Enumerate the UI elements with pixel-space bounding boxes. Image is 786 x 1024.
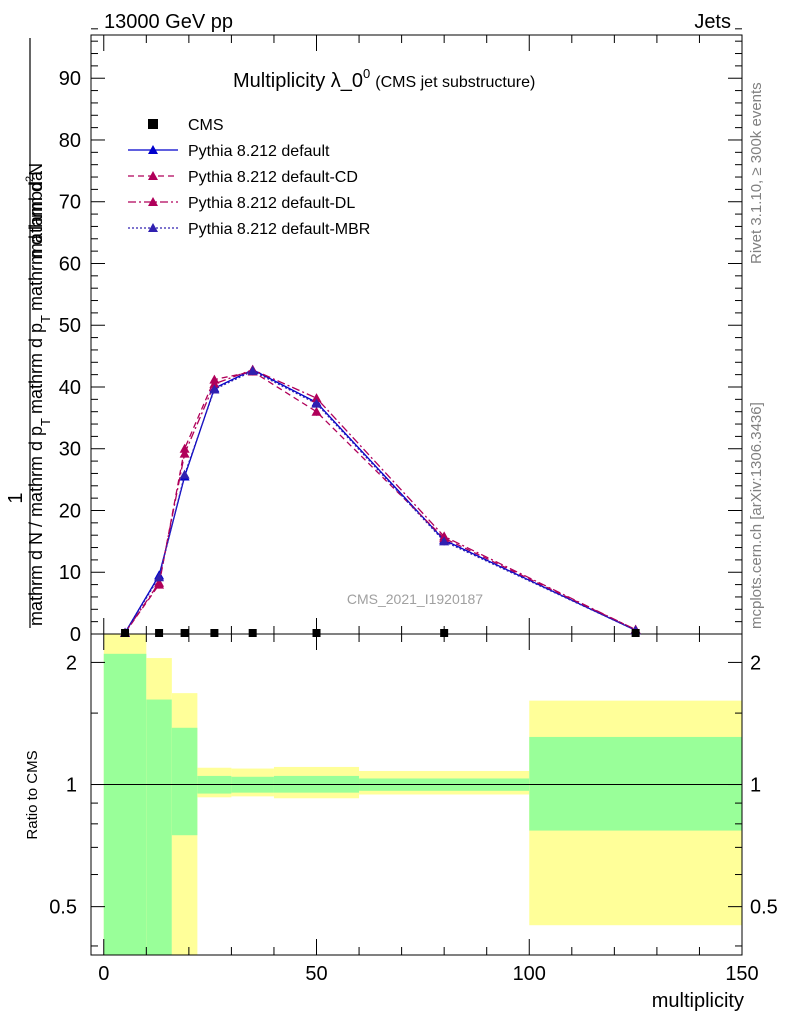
data-point [631, 629, 640, 637]
data-point [210, 629, 219, 637]
series-marker-3 [311, 398, 322, 408]
ratio-ytick-label-right: 1 [750, 775, 761, 797]
ylabel-top-main: mathrm d [26, 182, 46, 258]
series-marker-3 [209, 384, 220, 394]
ratio-ytick-label-left: 0.5 [49, 897, 77, 919]
ratio-xtick-label: 150 [725, 963, 758, 985]
ratio-bands [91, 634, 742, 955]
legend-marker-cms [148, 119, 158, 129]
main-ytick-label: 80 [59, 130, 81, 152]
series-marker-1 [311, 406, 322, 416]
legend-label-4: Pythia 8.212 default-MBR [188, 221, 370, 238]
data-layer [121, 629, 640, 637]
series-layer [120, 364, 641, 637]
main-ylabel: 1 mathrm d N / mathrm d pTmathrm d pTmat… [5, 38, 53, 628]
series-marker-2 [311, 393, 322, 403]
rivet-label: Rivet 3.1.10, ≥ 300k events [748, 82, 765, 264]
data-point [121, 629, 130, 637]
data-point [248, 629, 257, 637]
ratio-ytick-label-right: 0.5 [750, 897, 778, 919]
main-ytick-label: 0 [70, 624, 81, 646]
ratio-band-inner-7 [529, 736, 742, 831]
ratio-xtick-label: 50 [305, 963, 327, 985]
ylabel-denominator: mathrm d N / mathrm d pTmathrm d pTmathr… [26, 170, 53, 626]
ratio-band-inner-0 [103, 653, 147, 955]
header-right: Jets [694, 11, 731, 33]
legend-label-2: Pythia 8.212 default-CD [188, 169, 358, 186]
chart-title: Multiplicity λ_00 (CMS jet substructure) [233, 66, 535, 92]
main-ytick-label: 90 [59, 68, 81, 90]
ratio-ytick-label-left: 1 [66, 775, 77, 797]
ylabel-part3: mathrm d lambda [26, 170, 46, 311]
header-left: 13000 GeV pp [104, 11, 233, 33]
data-point [312, 629, 321, 637]
series-marker-3 [179, 469, 190, 479]
ratio-band-inner-2 [171, 727, 198, 836]
legend-label-3: Pythia 8.212 default-DL [188, 195, 355, 212]
series-marker-2 [179, 448, 190, 458]
series-marker-1 [179, 443, 190, 453]
ratio-ylabel: Ratio to CMS [24, 750, 41, 839]
main-ytick-label: 20 [59, 500, 81, 522]
main-ytick-label: 50 [59, 315, 81, 337]
series-marker-2 [439, 531, 450, 541]
ylabel-top-n: N [26, 163, 46, 176]
ylabel-one: 1 [5, 492, 27, 503]
chart-subtitle: (CMS jet substructure) [375, 74, 535, 91]
series-marker-3 [154, 572, 165, 582]
ratio-axes: 0.5 0.5 1 1 2 2 0 50 100 150 [49, 634, 778, 985]
main-ytick-label: 40 [59, 377, 81, 399]
ratio-xtick-label: 0 [98, 963, 109, 985]
series-marker-3 [439, 536, 450, 546]
legend: CMS Pythia 8.212 default Pythia 8.212 defa… [128, 117, 370, 238]
main-ytick-label: 30 [59, 439, 81, 461]
ratio-ytick-label-right: 2 [750, 652, 761, 674]
main-ytick-label: 70 [59, 192, 81, 214]
ratio-ytick-label-left: 2 [66, 652, 77, 674]
watermark: CMS_2021_I1920187 [347, 591, 483, 607]
ylabel-denominator-sub: T [38, 418, 53, 426]
main-ytick-label: 60 [59, 253, 81, 275]
series-marker-3 [247, 365, 258, 375]
legend-marker-4 [148, 223, 158, 232]
data-point [155, 629, 164, 637]
ratio-band-inner-1 [146, 699, 172, 955]
xlabel: multiplicity [652, 990, 744, 1012]
ylabel-denominator-main: mathrm d N / mathrm d p [26, 426, 46, 626]
legend-label-0: CMS [188, 117, 224, 134]
ylabel-top: mathrm d2N [24, 163, 46, 258]
ratio-xtick-label: 100 [513, 963, 546, 985]
ylabel-part2: mathrm d p [26, 323, 46, 414]
ratio-frame [90, 633, 743, 956]
main-axes: 0 10 20 30 40 50 60 70 80 90 [59, 28, 743, 646]
main-ytick-label: 10 [59, 562, 81, 584]
legend-label-1: Pythia 8.212 default [188, 143, 330, 160]
mcplots-label: mcplots.cern.ch [arXiv:1306.3436] [748, 402, 765, 629]
chart-title-sup: 0 [363, 66, 370, 81]
legend-marker-3 [148, 197, 158, 206]
legend-marker-2 [148, 171, 158, 180]
series-marker-2 [209, 378, 220, 388]
series-marker-2 [154, 577, 165, 587]
chart-title-main: Multiplicity λ_0 [233, 70, 363, 92]
data-point [440, 629, 449, 637]
data-point [180, 629, 189, 637]
legend-marker-1 [148, 145, 158, 154]
ylabel-part2-sub: T [38, 315, 53, 323]
